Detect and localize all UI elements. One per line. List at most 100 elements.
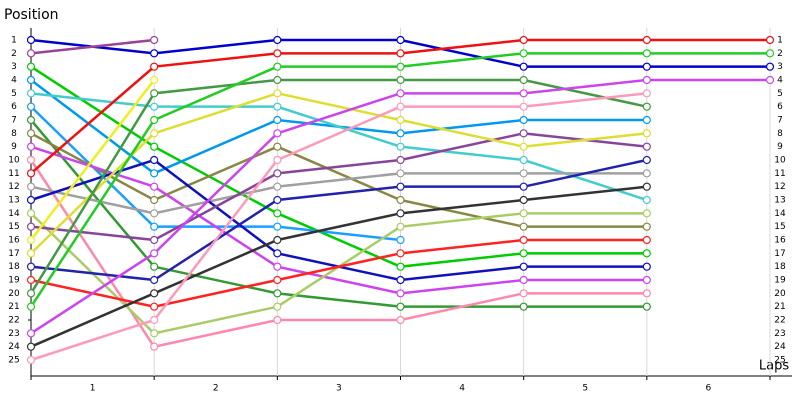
y-tick-label-right: 20: [774, 289, 786, 299]
y-tick-label: 15: [8, 222, 19, 232]
lap-marker: [396, 302, 405, 311]
lap-marker: [273, 75, 282, 85]
lap-marker: [273, 155, 282, 165]
lap-marker: [26, 289, 36, 298]
lap-marker: [26, 235, 36, 245]
y-tick-label-right: 4: [777, 76, 783, 86]
y-tick-label-right: 2: [777, 49, 783, 59]
y-tick-label: 24: [8, 342, 20, 352]
lap-marker: [26, 195, 36, 205]
lap-marker: [519, 129, 528, 138]
lap-marker: [273, 302, 282, 311]
lap-marker: [519, 209, 528, 218]
y-tick-label: 1: [11, 36, 17, 46]
lap-marker: [642, 49, 651, 58]
lap-marker: [26, 262, 36, 271]
lap-marker: [26, 275, 36, 285]
lap-label: 6: [706, 384, 712, 394]
lap-marker: [150, 102, 159, 111]
y-tick-label: 9: [11, 142, 17, 152]
lap-marker: [765, 49, 775, 58]
lap-marker: [150, 289, 159, 298]
lap-marker: [273, 89, 282, 98]
series-line: [30, 145, 647, 295]
series-line: [30, 132, 647, 242]
lap-marker: [150, 169, 159, 178]
lap-marker: [273, 35, 282, 45]
lap-label: 5: [582, 384, 588, 394]
lap-marker: [642, 195, 651, 205]
y-tick-label: 2: [11, 49, 17, 59]
y-tick-label: 18: [8, 262, 20, 272]
series-line: [30, 79, 156, 241]
lap-marker: [519, 142, 528, 151]
lap-marker: [150, 222, 159, 231]
series-line: [30, 65, 647, 268]
lap-marker: [642, 62, 651, 71]
lap-marker: [273, 275, 282, 285]
lap-marker: [273, 49, 282, 58]
lap-marker: [150, 249, 159, 258]
lap-marker: [642, 35, 651, 45]
series-line: [30, 132, 647, 228]
lap-label: 2: [213, 384, 219, 394]
lap-marker: [26, 182, 36, 191]
lap-marker: [519, 102, 528, 111]
lap-marker: [396, 155, 405, 165]
y-tick-label-right: 8: [777, 129, 783, 139]
lap-marker: [642, 249, 651, 258]
lap-marker: [273, 169, 282, 178]
y-tick-label: 10: [8, 156, 20, 166]
y-tick-label: 4: [11, 76, 17, 86]
lap-marker: [26, 155, 36, 165]
lap-marker: [642, 289, 651, 298]
series-line: [30, 172, 647, 215]
lap-marker: [642, 209, 651, 218]
lap-marker: [519, 62, 528, 71]
lap-marker: [26, 209, 36, 218]
y-tick-label: 20: [8, 289, 20, 299]
lap-marker: [519, 182, 528, 191]
lap-marker: [519, 75, 528, 85]
lap-marker: [273, 262, 282, 271]
lap-marker: [396, 275, 405, 285]
y-tick-label-right: 3: [777, 62, 783, 72]
lap-marker: [519, 169, 528, 178]
lap-marker: [396, 182, 405, 191]
series-line: [30, 158, 648, 282]
lap-marker: [273, 115, 282, 125]
y-tick-label: 25: [8, 356, 19, 366]
lap-marker: [396, 89, 405, 98]
lap-marker: [642, 89, 651, 98]
y-tick-label: 13: [8, 196, 19, 206]
lap-marker: [26, 62, 36, 71]
lap-marker: [765, 62, 775, 71]
y-tick-label-right: 17: [774, 249, 785, 259]
lap-marker: [273, 62, 282, 71]
lap-marker: [396, 195, 405, 205]
lap-marker: [150, 262, 159, 271]
lap-marker: [150, 342, 159, 351]
y-tick-label: 22: [8, 316, 19, 326]
series-line: [30, 92, 648, 202]
lap-marker: [642, 235, 651, 245]
lap-marker: [150, 142, 159, 151]
y-tick-label: 19: [8, 276, 20, 286]
lap-marker: [642, 182, 651, 191]
lap-marker: [150, 115, 159, 125]
lap-marker: [273, 182, 282, 191]
lap-marker: [150, 235, 159, 245]
lap-marker: [26, 102, 36, 111]
y-tick-label: 16: [8, 236, 20, 246]
lap-marker: [150, 329, 159, 338]
lap-marker: [150, 129, 159, 138]
y-tick-label: 17: [8, 249, 19, 259]
lap-marker: [396, 129, 405, 138]
y-tick-label: 3: [11, 62, 17, 72]
lap-marker: [642, 169, 651, 178]
y-tick-label-right: 7: [777, 116, 783, 126]
lap-marker: [26, 302, 36, 311]
lap-label: 3: [336, 384, 342, 394]
lap-marker: [396, 222, 405, 231]
y-tick-label-right: 9: [777, 142, 783, 152]
